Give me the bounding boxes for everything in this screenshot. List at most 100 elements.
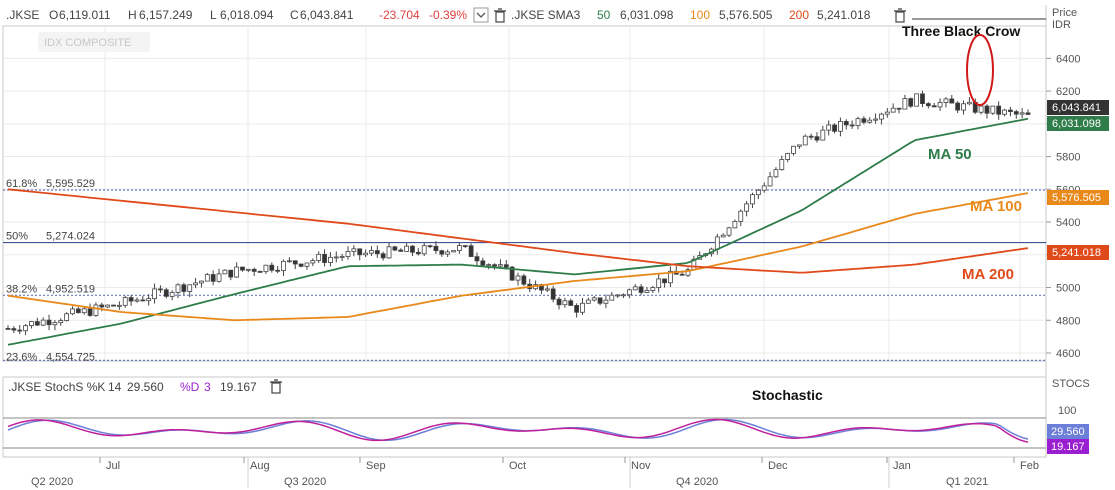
sma-header: .JKSE SMA3 50 6,031.098 100 5,576.505 20… xyxy=(511,8,871,22)
ma-line-1 xyxy=(7,192,1029,322)
stoch-axis-title: STOCS xyxy=(1052,378,1090,390)
candle-body xyxy=(70,308,75,315)
candle-body xyxy=(17,329,23,332)
candle-body xyxy=(978,105,984,113)
x-axis: Jul Aug Sep Oct Nov Dec Jan Feb Q2 2020 Q3 2020 Q4… xyxy=(31,457,1039,488)
header-dropdown-button[interactable] xyxy=(473,7,489,23)
candle-body xyxy=(855,118,861,127)
price-badge-bg xyxy=(1047,190,1109,205)
price-tick-label: 5800 xyxy=(1056,152,1080,164)
price-badge-text: 6,043.841 xyxy=(1052,102,1101,114)
candle-body xyxy=(990,105,996,114)
candle-body xyxy=(714,236,720,250)
header-high-label: H xyxy=(128,8,137,22)
candle-body xyxy=(949,98,955,104)
candles xyxy=(5,90,1031,336)
moving-averages xyxy=(7,117,1029,346)
candle-body xyxy=(374,250,380,255)
chevron-down-icon[interactable] xyxy=(476,12,486,18)
candle-body xyxy=(181,284,187,292)
candle-body xyxy=(163,289,169,297)
candle-body xyxy=(451,250,456,253)
candle-body xyxy=(251,268,257,272)
candle-body xyxy=(316,253,322,261)
trash-icon[interactable] xyxy=(270,379,282,394)
candle-body xyxy=(832,124,837,132)
candle-body xyxy=(890,107,896,113)
candle-body xyxy=(562,300,568,306)
quarter-label: Q4 2020 xyxy=(676,476,718,488)
candle-body xyxy=(433,245,439,252)
candle-body xyxy=(966,101,972,105)
candle-body xyxy=(937,102,943,108)
candle-body xyxy=(638,286,644,293)
candle-body xyxy=(152,288,157,300)
three-black-crow-circle xyxy=(966,34,994,106)
fib-label: 38.2% xyxy=(6,283,37,295)
stoch-badge-bg xyxy=(1047,439,1089,454)
three-black-crow-label: Three Black Crow xyxy=(902,23,1020,39)
candle-body xyxy=(322,253,327,263)
price-badge-text: 5,241.018 xyxy=(1052,247,1101,259)
price-badge-bg xyxy=(1047,116,1109,131)
candle-body xyxy=(650,287,656,291)
candle-body xyxy=(87,308,93,316)
candle-body xyxy=(34,321,40,326)
candle-body xyxy=(257,271,263,273)
watermark-box xyxy=(38,32,150,52)
price-header: .JKSE O 6,119.011 H 6,157.249 L 6,018.09… xyxy=(6,8,467,22)
header-low: 6,018.094 xyxy=(220,8,274,22)
stochastic-lines xyxy=(7,418,1029,443)
candle-body xyxy=(773,169,779,178)
candle-body xyxy=(216,273,222,282)
candle-body xyxy=(920,93,925,104)
header-close: 6,043.841 xyxy=(300,8,354,22)
candle-body xyxy=(46,319,52,326)
candle-body xyxy=(626,289,632,296)
price-tick-label: 6200 xyxy=(1056,86,1080,98)
candle-body xyxy=(456,245,462,252)
candle-body xyxy=(914,93,920,107)
candle-body xyxy=(861,118,867,123)
stoch-badge-bg xyxy=(1047,424,1089,439)
candle-body xyxy=(603,299,609,304)
candle-body xyxy=(767,176,773,187)
candle-body xyxy=(204,274,210,282)
candle-body xyxy=(64,313,70,321)
candle-body xyxy=(503,264,509,268)
dropdown-box[interactable] xyxy=(473,7,489,23)
candle-body xyxy=(304,262,310,267)
ma50-label: MA 50 xyxy=(928,146,972,163)
price-tick-label: 6400 xyxy=(1056,53,1080,65)
ma-line-0 xyxy=(7,117,1029,346)
candle-body xyxy=(29,321,34,327)
candle-body xyxy=(755,189,761,196)
candle-body xyxy=(298,263,304,267)
candle-body xyxy=(1025,112,1031,115)
candle-body xyxy=(328,256,333,263)
header-low-label: L xyxy=(210,8,217,22)
candle-body xyxy=(404,245,410,252)
sma-period-200: 200 xyxy=(789,8,809,22)
header-high: 6,157.249 xyxy=(139,8,193,22)
candle-body xyxy=(281,260,286,271)
price-badges: 6,043.841 6,031.098 5,576.505 5,241.018 xyxy=(1047,100,1109,260)
candle-body xyxy=(1013,111,1019,115)
candle-body xyxy=(867,119,873,123)
candle-body xyxy=(849,124,855,127)
candle-body xyxy=(480,260,486,266)
quarter-label: Q3 2020 xyxy=(284,476,326,488)
fib-value: 4,554.725 xyxy=(46,351,95,363)
candle-body xyxy=(609,294,615,301)
stoch-badges: 29.560 19.167 xyxy=(1047,424,1089,454)
fib-levels: 61.8% 5,595.529 50% 5,274.024 38.2% 4,952.519… xyxy=(3,178,1046,363)
candle-body xyxy=(122,297,128,306)
candle-body xyxy=(187,284,193,292)
stoch-badge-text: 29.560 xyxy=(1051,426,1085,438)
candle-body xyxy=(1008,109,1013,112)
candle-body xyxy=(210,274,216,282)
candle-body xyxy=(796,144,802,147)
trash-icon[interactable] xyxy=(494,8,506,23)
candle-body xyxy=(193,282,198,286)
trash-icon[interactable] xyxy=(894,8,906,23)
